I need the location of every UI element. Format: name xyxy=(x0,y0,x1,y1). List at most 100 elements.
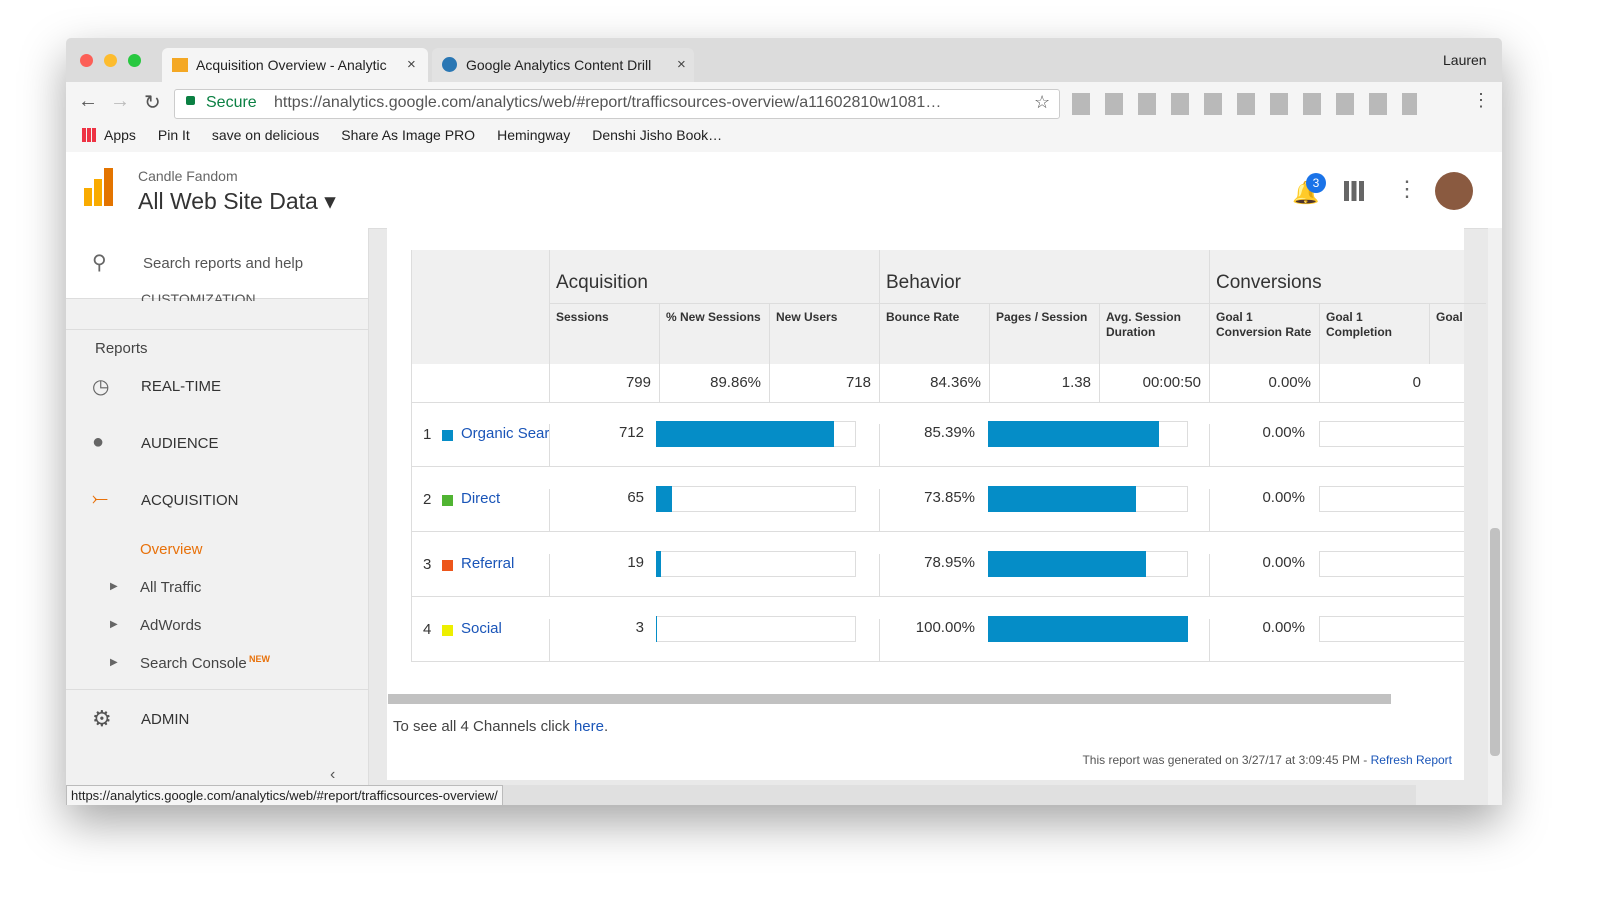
property-name: All Web Site Data xyxy=(138,188,318,214)
group-header: Conversions xyxy=(1209,250,1486,304)
channel-swatch xyxy=(442,430,453,441)
tab-icon xyxy=(172,58,188,72)
column-header[interactable]: New Users xyxy=(769,304,879,364)
profile-name[interactable]: Lauren xyxy=(1443,52,1487,68)
nav-icon: ◷ xyxy=(92,376,110,398)
generated-text: This report was generated on 3/27/17 at … xyxy=(1082,753,1368,767)
sidebar xyxy=(66,228,369,805)
column-header[interactable]: Avg. Session Duration xyxy=(1099,304,1209,364)
subnav-item[interactable]: Search Console xyxy=(140,655,247,672)
see-all-link[interactable]: here xyxy=(573,718,604,735)
tab-close[interactable]: × xyxy=(407,56,416,73)
table-left-border xyxy=(411,250,412,662)
bookmark[interactable]: Share As Image PRO xyxy=(341,127,476,143)
sessions-bar xyxy=(656,616,657,642)
bar-track xyxy=(1319,421,1464,447)
bookmark[interactable]: Denshi Jisho Book… xyxy=(592,127,723,143)
subnav-item[interactable]: All Traffic xyxy=(140,579,202,596)
bar-track xyxy=(656,616,856,642)
bounce-bar xyxy=(988,486,1136,512)
nav-item[interactable]: ACQUISITION xyxy=(141,492,239,509)
apps-grid[interactable] xyxy=(1344,181,1364,201)
conversion-cell: 0.00% xyxy=(1209,489,1319,532)
bounce-cell: 78.95% xyxy=(879,554,989,597)
bounce-cell: 85.39% xyxy=(879,424,989,467)
expand-arrow: ▶ xyxy=(110,619,118,630)
column-header[interactable]: % New Sessions xyxy=(659,304,769,364)
subnav-item[interactable]: Overview xyxy=(140,541,203,558)
channel-swatch xyxy=(442,625,453,636)
collapse-button[interactable]: ‹ xyxy=(330,766,336,783)
tab-close[interactable]: × xyxy=(677,56,686,73)
see-all: To see all 4 Channels click here. xyxy=(393,718,608,735)
property-selector[interactable]: All Web Site Data ▾ xyxy=(138,188,336,214)
bookmark[interactable]: save on delicious xyxy=(211,127,320,143)
divider xyxy=(66,689,368,690)
avatar[interactable] xyxy=(1435,172,1473,210)
zoom-button[interactable] xyxy=(128,54,141,67)
reports-heading: Reports xyxy=(95,340,148,357)
column-header[interactable]: Goal 1 Conversion Rate xyxy=(1209,304,1319,364)
subnav-item[interactable]: AdWords xyxy=(140,617,202,634)
back-button[interactable]: ← xyxy=(78,90,98,112)
total-cell: 89.86% xyxy=(659,364,769,402)
bookmark[interactable]: Pin It xyxy=(157,127,190,143)
column-header[interactable]: Sessions xyxy=(549,304,659,364)
search-box[interactable] xyxy=(66,228,368,299)
bookmark-star[interactable]: ☆ xyxy=(1034,92,1051,112)
tab-icon xyxy=(442,57,457,72)
channel-link[interactable]: Organic Sear xyxy=(461,425,549,442)
horizontal-scrollbar[interactable] xyxy=(388,694,1391,704)
scroll-thumb[interactable] xyxy=(1490,528,1500,756)
column-header[interactable]: Goal 1 Completion xyxy=(1319,304,1429,364)
forward-button[interactable]: → xyxy=(110,90,130,112)
total-cell: 718 xyxy=(769,364,879,402)
channel-link[interactable]: Referral xyxy=(461,555,515,572)
minimize-button[interactable] xyxy=(104,54,117,67)
lock-icon xyxy=(186,96,195,105)
channel-link[interactable]: Social xyxy=(461,620,502,637)
row-border xyxy=(411,531,1464,532)
admin-link[interactable]: ADMIN xyxy=(141,711,190,728)
address-bar[interactable] xyxy=(174,89,1060,119)
nav-item[interactable]: REAL-TIME xyxy=(141,378,222,395)
close-button[interactable] xyxy=(80,54,93,67)
refresh-link[interactable]: Refresh Report xyxy=(1370,753,1452,767)
nav-item[interactable]: AUDIENCE xyxy=(141,435,219,452)
search-icon: ⚲ xyxy=(92,252,107,274)
more-menu[interactable]: ⋮ xyxy=(1396,176,1418,201)
menu-button[interactable]: ⋮ xyxy=(1472,90,1490,110)
extension-icons[interactable] xyxy=(1072,93,1417,115)
column-header[interactable]: Pages / Session xyxy=(989,304,1099,364)
conversion-cell: 0.00% xyxy=(1209,619,1319,662)
tab[interactable]: Google Analytics Content Drill xyxy=(432,48,694,82)
see-all-text: To see all 4 Channels click xyxy=(393,718,570,735)
status-url: https://analytics.google.com/analytics/w… xyxy=(66,785,503,805)
bookmark[interactable]: Hemingway xyxy=(497,127,571,143)
nav-icon: ⤚ xyxy=(92,488,108,510)
column-header[interactable]: Goal xyxy=(1429,304,1486,364)
sessions-bar xyxy=(656,551,661,577)
divider xyxy=(66,329,368,330)
total-cell: 799 xyxy=(549,364,659,402)
tab-title: Google Analytics Content Drill xyxy=(466,57,652,73)
admin-icon: ⚙ xyxy=(92,706,112,731)
ga-logo xyxy=(84,188,92,206)
bar-track xyxy=(656,486,856,512)
row-border xyxy=(411,466,1464,467)
conversion-cell: 0.00% xyxy=(1209,424,1319,467)
bounce-cell: 73.85% xyxy=(879,489,989,532)
channel-link[interactable]: Direct xyxy=(461,490,501,507)
bookmark[interactable]: Apps xyxy=(104,127,136,143)
see-all-suffix: . xyxy=(603,718,609,735)
rank: 4 xyxy=(423,621,432,638)
reload-button[interactable]: ↻ xyxy=(144,92,161,114)
tab[interactable]: Acquisition Overview - Analytic xyxy=(162,48,428,82)
column-header[interactable]: Bounce Rate xyxy=(879,304,989,364)
sessions-bar xyxy=(656,486,673,512)
url: https://analytics.google.com/analytics/w… xyxy=(274,94,942,111)
account-name: Candle Fandom xyxy=(138,168,238,184)
total-cell: 0 xyxy=(1319,364,1429,402)
sessions-bar xyxy=(656,421,835,447)
customization[interactable]: CUSTOMIZATION xyxy=(141,291,256,301)
